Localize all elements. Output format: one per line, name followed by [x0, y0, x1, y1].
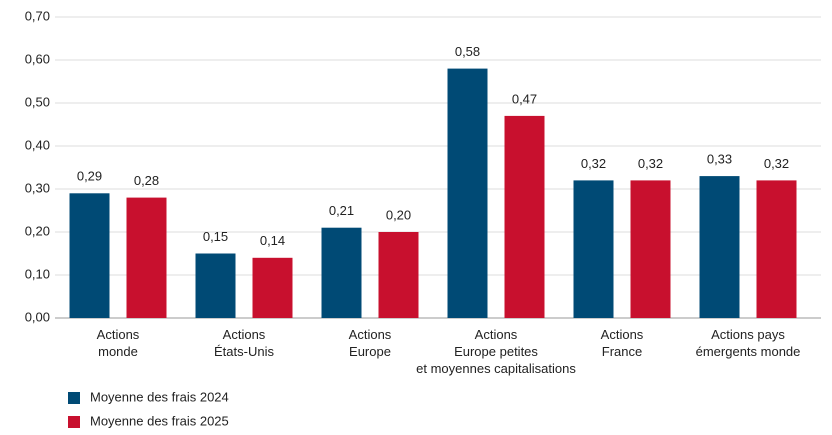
bar: [573, 180, 614, 318]
y-tick-label: 0,40: [25, 137, 50, 152]
data-label: 0,14: [260, 233, 285, 248]
bar: [321, 227, 362, 318]
legend-label: Moyenne des frais 2024: [90, 389, 229, 404]
y-tick-label: 0,60: [25, 51, 50, 66]
data-label: 0,20: [386, 207, 411, 222]
data-label: 0,28: [134, 173, 159, 188]
y-tick-label: 0,00: [25, 309, 50, 324]
bar: [126, 197, 167, 318]
x-tick-label: Actions pays émergents monde: [696, 327, 801, 359]
x-tick-label: Actions monde: [97, 327, 140, 359]
data-label: 0,32: [764, 156, 789, 171]
data-label: 0,29: [77, 169, 102, 184]
data-label: 0,21: [329, 203, 354, 218]
bar: [447, 68, 488, 318]
y-tick-label: 0,30: [25, 180, 50, 195]
bar: [378, 232, 419, 318]
data-label: 0,58: [455, 44, 480, 59]
bar: [252, 257, 293, 318]
bar: [504, 115, 545, 319]
bar: [69, 193, 110, 318]
legend-swatch: [68, 416, 80, 428]
x-tick-label: Actions Europe petites et moyennes capital…: [416, 327, 576, 376]
data-label: 0,32: [638, 156, 663, 171]
bar: [756, 180, 797, 318]
y-tick-label: 0,10: [25, 266, 50, 281]
bar: [195, 253, 236, 318]
data-label: 0,47: [512, 91, 537, 106]
bar: [699, 176, 740, 318]
data-label: 0,33: [707, 152, 732, 167]
data-label: 0,15: [203, 229, 228, 244]
y-tick-label: 0,20: [25, 223, 50, 238]
x-tick-label: Actions Europe: [349, 327, 392, 359]
y-tick-label: 0,70: [25, 8, 50, 23]
legend-swatch: [68, 392, 80, 404]
data-label: 0,32: [581, 156, 606, 171]
bar: [630, 180, 671, 318]
legend-label: Moyenne des frais 2025: [90, 413, 229, 428]
x-tick-label: Actions États-Unis: [214, 327, 274, 359]
y-tick-label: 0,50: [25, 94, 50, 109]
x-tick-label: Actions France: [601, 327, 644, 359]
